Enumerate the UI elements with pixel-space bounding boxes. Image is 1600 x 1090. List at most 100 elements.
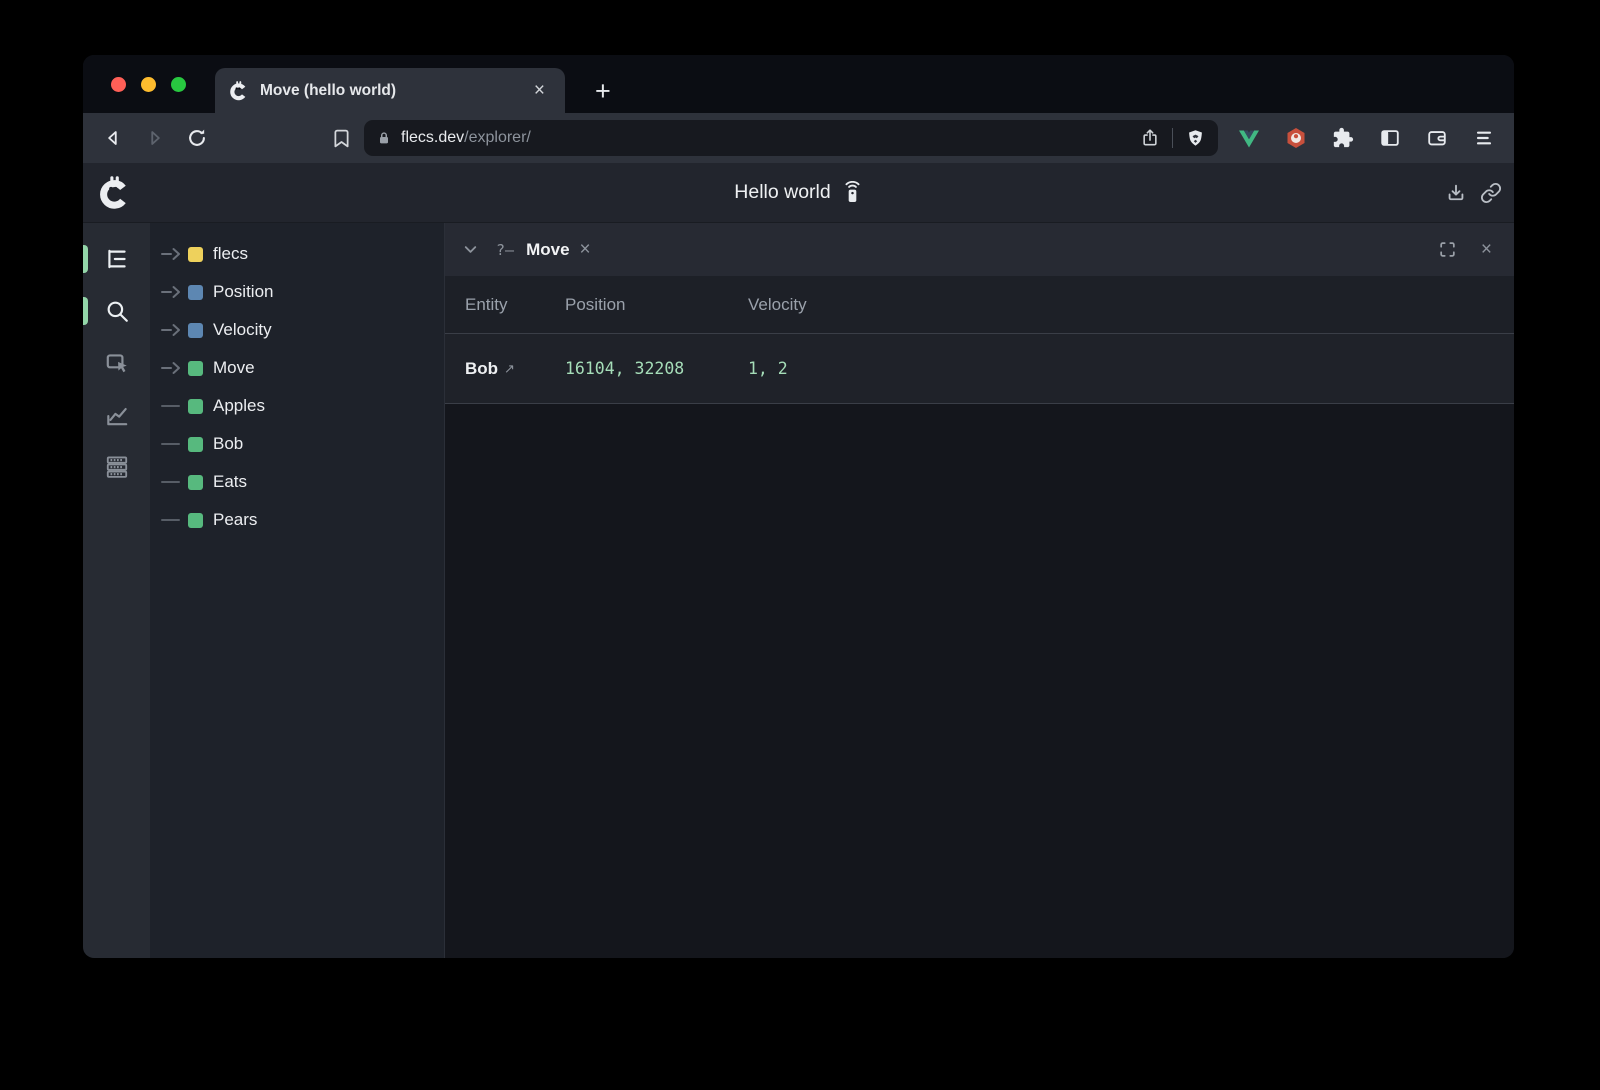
- remote-connection-icon: [845, 181, 860, 203]
- fullscreen-icon: [1440, 242, 1455, 257]
- forward-button[interactable]: [138, 121, 172, 155]
- brave-shield-button[interactable]: [1185, 128, 1206, 149]
- sidebar-item-chart[interactable]: [83, 389, 150, 441]
- browser-tab[interactable]: Move (hello world) ×: [215, 68, 565, 113]
- tree-item-label: Pears: [213, 510, 258, 529]
- entity-color-square: [188, 360, 203, 376]
- sidebar-item-entity-tree[interactable]: [83, 233, 150, 285]
- expand-fullscreen-button[interactable]: [1438, 240, 1457, 259]
- wallet-icon: [1428, 131, 1446, 146]
- close-panel-button[interactable]: ×: [1475, 239, 1498, 261]
- app-header: Hello world: [83, 163, 1514, 223]
- extensions-button[interactable]: [1326, 121, 1360, 155]
- tree-item-label: Bob: [213, 434, 244, 453]
- entity-name: Bob: [465, 358, 499, 378]
- tab-close-button[interactable]: ×: [528, 79, 551, 102]
- external-link-icon[interactable]: ↗: [504, 360, 515, 376]
- zoom-window-button[interactable]: [171, 77, 186, 92]
- tree-item-velocity[interactable]: Velocity: [150, 311, 444, 349]
- vue-extension-button[interactable]: [1232, 121, 1266, 155]
- tree-item-label: Velocity: [213, 320, 272, 339]
- copy-link-button[interactable]: [1480, 182, 1502, 204]
- toolbar-separator: [1172, 128, 1173, 148]
- tree-item-label: Position: [213, 282, 274, 301]
- browser-window: Move (hello world) × +: [83, 55, 1514, 958]
- icon-sidebar: [83, 223, 150, 958]
- expand-arrow-icon: [161, 362, 180, 374]
- forward-icon: [151, 131, 160, 145]
- position-value: 16104, 32208: [565, 358, 685, 378]
- tab-bar: Move (hello world) × +: [83, 55, 1514, 113]
- bookmark-button[interactable]: [324, 121, 358, 155]
- download-icon: [1448, 184, 1464, 200]
- entity-color-square: [188, 436, 203, 452]
- side-panel-button[interactable]: [1373, 121, 1407, 155]
- inspect-icon: [106, 354, 127, 373]
- velocity-value: 1, 2: [748, 358, 788, 378]
- entity-color-square: [188, 284, 203, 300]
- minimize-window-button[interactable]: [141, 77, 156, 92]
- column-header-velocity: Velocity: [748, 294, 807, 314]
- tree-item-eats[interactable]: Eats: [150, 463, 444, 501]
- entity-color-square: [188, 398, 203, 414]
- query-panel-header: ?– Move × ×: [445, 223, 1514, 276]
- share-icon: [1143, 129, 1157, 146]
- query-panel-title: Move: [526, 239, 570, 259]
- leaf-dash-icon: [161, 481, 180, 483]
- tree-item-label: Apples: [213, 396, 265, 415]
- tab-title: Move (hello world): [260, 81, 397, 99]
- tree-item-flecs[interactable]: flecs: [150, 235, 444, 273]
- bookmark-icon: [334, 129, 348, 147]
- window-controls: [111, 77, 186, 92]
- query-panel: ?– Move × × Entity: [445, 223, 1514, 958]
- browser-menu-button[interactable]: [1467, 121, 1501, 155]
- tree-item-move[interactable]: Move: [150, 349, 444, 387]
- wallet-button[interactable]: [1420, 121, 1454, 155]
- entity-color-square: [188, 512, 203, 528]
- clear-query-button[interactable]: ×: [574, 239, 597, 261]
- sidebar-item-search[interactable]: [83, 285, 150, 337]
- expand-arrow-icon: [161, 248, 180, 260]
- collapse-panel-button[interactable]: [461, 240, 480, 259]
- sidebar-item-inspect[interactable]: [83, 337, 150, 389]
- puzzle-icon: [1333, 127, 1354, 148]
- table-header-row: Entity Position Velocity: [445, 276, 1514, 334]
- hexagon-extension-icon: [1287, 128, 1305, 148]
- flecs-favicon-icon: [230, 80, 246, 100]
- vue-extension-icon: [1239, 130, 1259, 148]
- leaf-dash-icon: [161, 443, 180, 445]
- tree-item-label: flecs: [213, 244, 248, 263]
- column-header-entity: Entity: [465, 294, 508, 314]
- flecs-logo-icon: [100, 176, 126, 209]
- close-window-button[interactable]: [111, 77, 126, 92]
- download-button[interactable]: [1445, 182, 1467, 204]
- chevron-down-icon: [464, 246, 477, 253]
- expand-arrow-icon: [161, 286, 180, 298]
- tree-item-position[interactable]: Position: [150, 273, 444, 311]
- tree-item-label: Move: [213, 358, 255, 377]
- column-header-position: Position: [565, 294, 626, 314]
- app-title: Hello world: [734, 181, 862, 204]
- menu-icon: [1476, 131, 1492, 145]
- url-path: /explorer/: [464, 129, 531, 146]
- tree-item-bob[interactable]: Bob: [150, 425, 444, 463]
- tree-item-pears[interactable]: Pears: [150, 501, 444, 539]
- chart-icon: [106, 407, 127, 426]
- address-bar[interactable]: flecs.dev/explorer/: [364, 120, 1218, 156]
- sidebar-item-data-rows[interactable]: [83, 441, 150, 493]
- browser-toolbar: flecs.dev/explorer/: [83, 113, 1514, 163]
- tree-item-label: Eats: [213, 472, 248, 491]
- new-tab-button[interactable]: +: [587, 78, 619, 105]
- main-content: flecs Position Velocity Move Apples: [83, 223, 1514, 958]
- share-button[interactable]: [1140, 128, 1160, 148]
- query-glyph: ?–: [496, 240, 515, 259]
- back-button[interactable]: [96, 121, 130, 155]
- hexagon-extension-button[interactable]: [1279, 121, 1313, 155]
- reload-button[interactable]: [180, 121, 214, 155]
- table-row[interactable]: Bob ↗ 16104, 32208 1, 2: [445, 334, 1514, 404]
- brave-shield-icon: [1189, 129, 1202, 146]
- side-panel-icon: [1381, 130, 1399, 146]
- tree-item-apples[interactable]: Apples: [150, 387, 444, 425]
- expand-arrow-icon: [161, 324, 180, 336]
- link-icon: [1480, 182, 1502, 203]
